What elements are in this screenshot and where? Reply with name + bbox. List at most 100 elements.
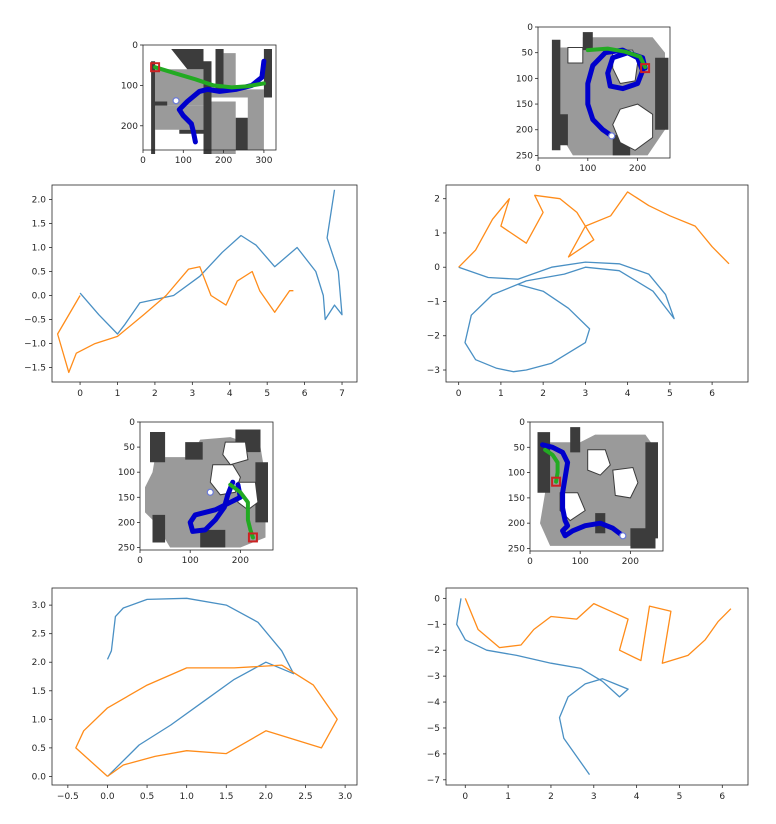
plot-frame (51, 184, 358, 383)
traj-top-right: 0 1 2 3 4 5 6 2 1 0 −1 −2 −3 (427, 184, 749, 399)
ground-truth-trajectory (458, 261, 675, 373)
y-tick-label: −2 (427, 332, 440, 342)
x-tick-label: 0 (462, 792, 468, 802)
map-wall-region (582, 32, 593, 51)
map-frame (529, 421, 664, 552)
x-tick-label: 2 (548, 792, 554, 802)
y-tick-label: −1 (427, 620, 440, 630)
x-tick-label: 4 (634, 792, 640, 802)
y-tick-label: 0.5 (32, 267, 46, 277)
y-tick-label: 0.0 (32, 772, 47, 782)
y-tick-label: 1.0 (32, 715, 47, 725)
map-wall-region (185, 442, 203, 460)
map-y-tick-label: 50 (514, 443, 526, 453)
x-tick-label: 0.0 (100, 792, 115, 802)
map-y-tick-label: 200 (516, 126, 533, 136)
y-tick-label: 2.0 (32, 658, 47, 668)
map-wall-region (537, 432, 551, 493)
map-wall-region (151, 61, 156, 155)
predicted-trajectory (56, 266, 294, 374)
map-obstacle-free-region (222, 441, 249, 466)
map-wall-region (235, 117, 248, 150)
x-tick-label: 5 (677, 792, 683, 802)
x-tick-label: 6 (719, 792, 725, 802)
traj-top-left: 0 1 2 3 4 5 6 7 2.0 1.5 1.0 0.5 0.0 −0.5 −1.0 −1.5 (24, 184, 358, 399)
map-y-tick-label: 100 (118, 468, 135, 478)
map-y-tick-label: 250 (508, 544, 525, 554)
x-tick-label: 4 (625, 389, 631, 399)
map-wall-region (152, 514, 166, 543)
y-tick-label: 1 (434, 229, 440, 239)
map-x-tick-label: 0 (137, 556, 143, 566)
y-tick-label: −5 (427, 724, 440, 734)
y-tick-label: −2 (427, 646, 440, 656)
start-marker (608, 132, 616, 140)
map-wall-region (630, 528, 656, 549)
map-wall-region (263, 49, 272, 98)
predicted-trajectory (464, 598, 732, 664)
x-tick-label: 1.5 (219, 792, 233, 802)
map-x-tick-label: 300 (255, 156, 272, 166)
ground-truth-trajectory (79, 189, 343, 335)
y-tick-label: −7 (427, 776, 440, 786)
plot-frame (445, 184, 749, 383)
ground-truth-path (153, 65, 266, 90)
map-x-tick-label: 200 (215, 156, 232, 166)
map-y-tick-label: 0 (129, 418, 135, 428)
x-tick-label: 0 (77, 389, 83, 399)
map-wall-region (171, 49, 204, 70)
y-tick-label: 0.5 (32, 744, 46, 754)
x-tick-label: 1 (115, 389, 121, 399)
map-wall-region (215, 49, 224, 90)
y-tick-label: 0.0 (32, 292, 47, 302)
map-y-tick-label: 100 (508, 469, 525, 479)
y-tick-label: 2 (434, 195, 440, 205)
ground-truth-path (228, 482, 255, 540)
x-tick-label: 7 (339, 389, 345, 399)
map-y-tick-label: 200 (118, 518, 135, 528)
map-wall-region (153, 101, 168, 106)
predicted-path (540, 442, 626, 539)
y-tick-label: 2.5 (32, 630, 46, 640)
x-tick-label: 0.5 (140, 792, 154, 802)
y-tick-label: 3.0 (32, 601, 47, 611)
map-x-tick-label: 200 (629, 164, 646, 174)
map-wall-region (655, 57, 669, 130)
x-tick-label: 3 (583, 389, 589, 399)
x-tick-label: 2 (152, 389, 158, 399)
map-y-tick-label: 100 (121, 81, 138, 91)
map-wall-region (203, 61, 212, 155)
map-x-tick-label: 100 (579, 164, 596, 174)
y-tick-label: −6 (427, 750, 441, 760)
map-x-tick-label: 0 (527, 557, 533, 567)
traj-bottom-left: −0.5 0.0 0.5 1.0 1.5 2.0 2.5 3.0 3.0 2.5 2.0 1.5 1.0… (32, 587, 358, 802)
ground-truth-trajectory (456, 598, 629, 775)
map-wall-region (556, 114, 568, 146)
map-floor-region (247, 97, 264, 150)
x-tick-label: 0 (456, 389, 462, 399)
x-tick-label: 5 (264, 389, 270, 399)
x-tick-label: 2.0 (259, 792, 274, 802)
y-tick-label: 2.0 (32, 195, 47, 205)
map-obstacle-free-region (612, 103, 654, 151)
map-y-tick-label: 150 (508, 494, 525, 504)
map-floor-region (223, 53, 236, 90)
y-tick-label: −0.5 (24, 316, 46, 326)
map-x-tick-label: 200 (622, 557, 639, 567)
map-y-tick-label: 50 (522, 49, 534, 59)
map-y-tick-label: 250 (516, 151, 533, 161)
x-tick-label: 1.0 (180, 792, 195, 802)
x-tick-label: 6 (709, 389, 715, 399)
y-tick-label: 0 (434, 594, 440, 604)
map-frame (142, 44, 277, 151)
map-y-tick-label: 0 (519, 418, 525, 428)
start-marker (172, 97, 180, 105)
map-wall-region (255, 462, 268, 523)
map-top-left: 0 100 200 300 0 100 200 (121, 41, 277, 166)
ground-truth-path (585, 46, 648, 70)
map-y-tick-label: 200 (121, 122, 138, 132)
y-tick-label: −1 (427, 297, 440, 307)
map-wall-region (200, 529, 226, 548)
map-bottom-left: 0 100 200 0 50 100 150 200 250 (118, 418, 274, 566)
